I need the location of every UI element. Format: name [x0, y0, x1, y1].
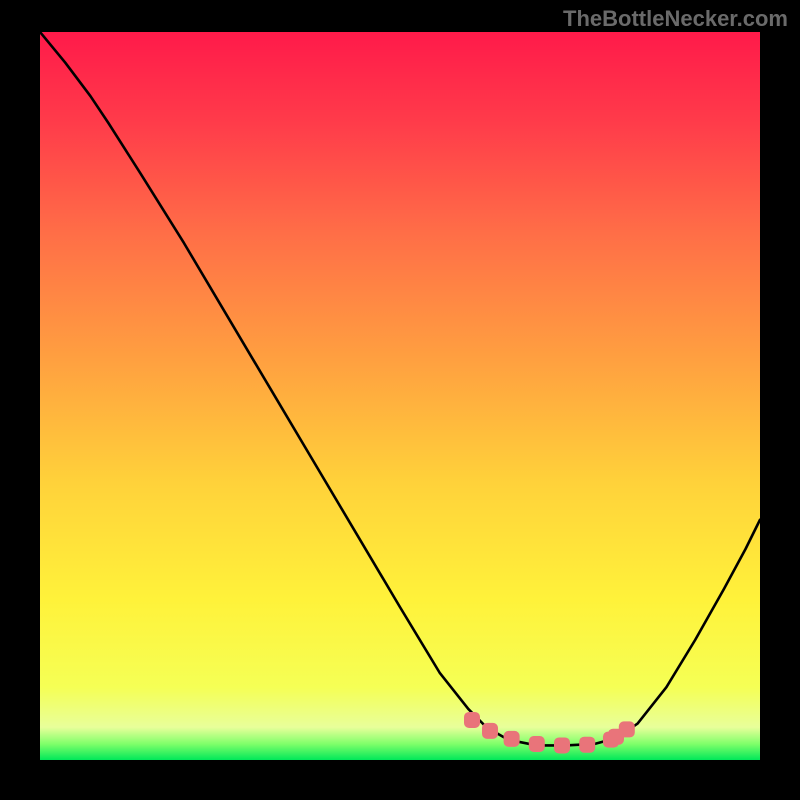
plot-svg [40, 32, 760, 760]
curve-marker [464, 712, 480, 728]
curve-marker [504, 731, 520, 747]
curve-marker [529, 736, 545, 752]
gradient-background [40, 32, 760, 760]
chart-container: TheBottleNecker.com [0, 0, 800, 800]
plot-area [40, 32, 760, 760]
curve-marker [579, 737, 595, 753]
curve-marker [554, 737, 570, 753]
watermark-text: TheBottleNecker.com [563, 6, 788, 32]
curve-marker [619, 721, 635, 737]
curve-marker [482, 723, 498, 739]
